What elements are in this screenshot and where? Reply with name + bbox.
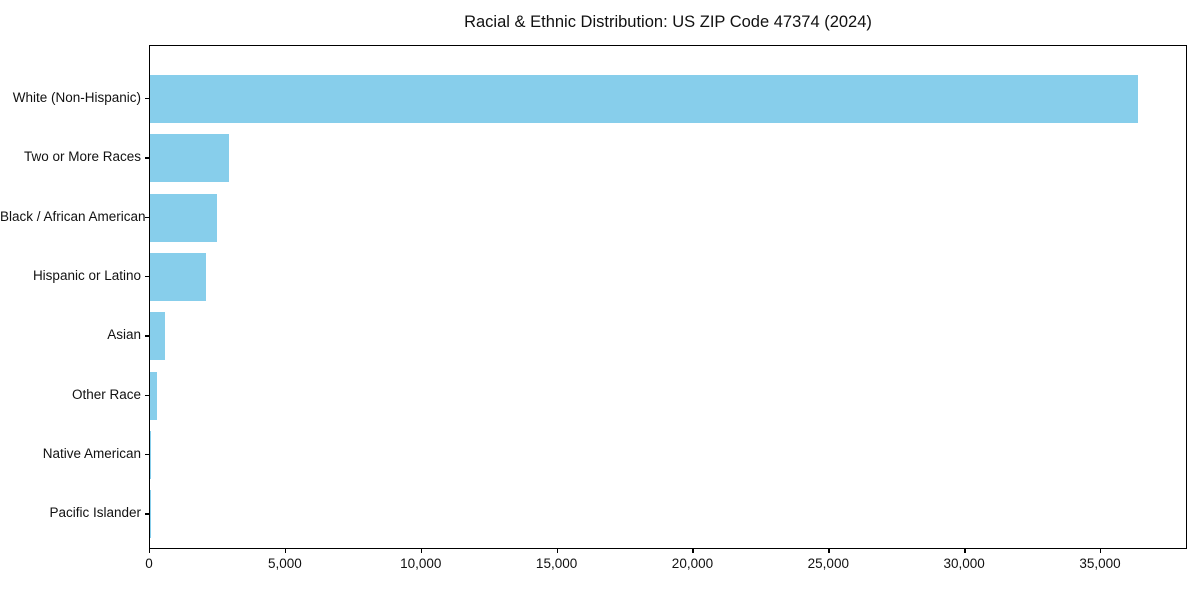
y-tick-label: Two or More Races — [23, 149, 141, 165]
y-tick-label: Pacific Islander — [49, 505, 141, 521]
x-tick-mark — [692, 549, 694, 553]
y-tick-label: Black / African American — [0, 208, 146, 224]
x-tick-label: 10,000 — [400, 556, 442, 571]
x-tick-mark — [149, 549, 151, 553]
plot-area — [149, 45, 1187, 549]
x-tick-label: 0 — [145, 556, 153, 571]
bar — [150, 430, 151, 479]
x-tick-label: 20,000 — [671, 556, 714, 571]
x-tick-label: 30,000 — [943, 556, 985, 571]
bar — [150, 312, 165, 361]
y-tick-label: Other Race — [71, 386, 141, 402]
x-tick-label: 15,000 — [535, 556, 578, 571]
y-tick-mark — [145, 157, 149, 159]
x-tick-mark — [556, 549, 558, 553]
bar — [150, 252, 206, 301]
x-tick-mark — [1100, 549, 1102, 553]
bar — [150, 193, 218, 242]
bar — [150, 371, 158, 420]
y-tick-label: Native American — [42, 445, 141, 461]
x-tick-mark — [420, 549, 423, 553]
y-tick-label: White (Non-Hispanic) — [12, 90, 141, 105]
x-tick-label: 5,000 — [267, 556, 302, 571]
bar — [150, 75, 1138, 123]
y-tick-mark — [145, 513, 149, 515]
x-tick-label: 25,000 — [807, 556, 849, 571]
y-tick-mark — [145, 394, 149, 397]
x-tick-mark — [284, 549, 287, 553]
y-tick-mark — [145, 275, 149, 278]
y-tick-mark — [145, 216, 149, 219]
bar — [150, 134, 229, 183]
x-tick-mark — [828, 549, 830, 553]
y-tick-label: Asian — [107, 327, 141, 343]
y-tick-mark — [145, 453, 149, 456]
y-tick-label: Hispanic or Latino — [32, 267, 141, 283]
x-tick-label: 35,000 — [1079, 556, 1121, 571]
y-tick-mark — [145, 335, 149, 337]
chart-title: Racial & Ethnic Distribution: US ZIP Cod… — [464, 13, 872, 31]
y-tick-mark — [145, 98, 149, 100]
x-tick-mark — [964, 549, 966, 553]
